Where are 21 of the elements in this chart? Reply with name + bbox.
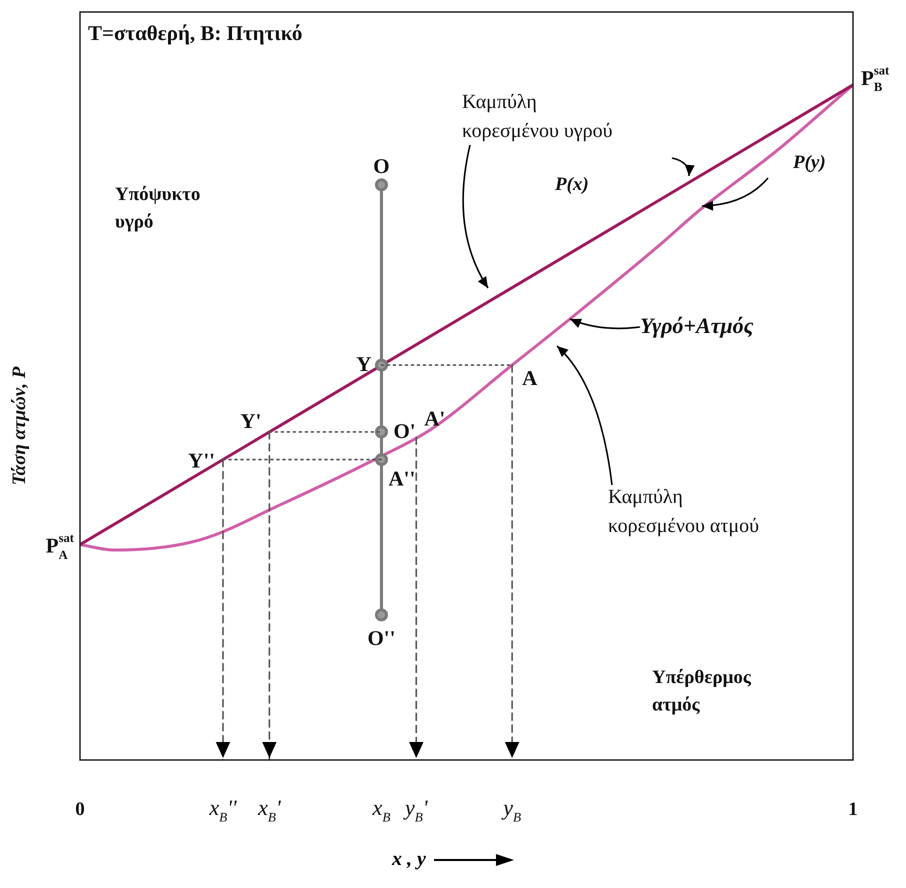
series-label: P(y)	[792, 152, 826, 173]
annotation: Καμπύλη κορεσμένου υγρού	[462, 91, 613, 142]
x-axis-title: x , y	[392, 848, 426, 871]
annotation: A'	[424, 406, 446, 430]
chart-title: T=σταθερή, Β: Πτητικό	[88, 21, 302, 45]
annotation: A''	[388, 466, 416, 491]
y-axis-title: Τάση ατμών, P	[9, 366, 30, 486]
annotation: Υπέρθερμος ατμός	[652, 667, 752, 716]
text: P(x)	[554, 174, 589, 195]
annotation: A	[522, 366, 538, 390]
annotation: Y	[356, 352, 372, 376]
annotation: Καμπύλη κορεσμένου ατμού	[608, 486, 760, 537]
annotation: Υγρό+Ατμός	[640, 313, 754, 338]
annotation: O''	[367, 626, 396, 650]
annotation: Y'	[240, 408, 262, 433]
annotation: O	[373, 154, 390, 178]
annotation: O'	[393, 418, 416, 443]
x-tick-label: 1	[848, 799, 858, 820]
x-tick-label: 0	[75, 799, 85, 820]
annotation: Y''	[188, 448, 216, 473]
annotation: Υπόψυκτο υγρό	[115, 184, 200, 233]
